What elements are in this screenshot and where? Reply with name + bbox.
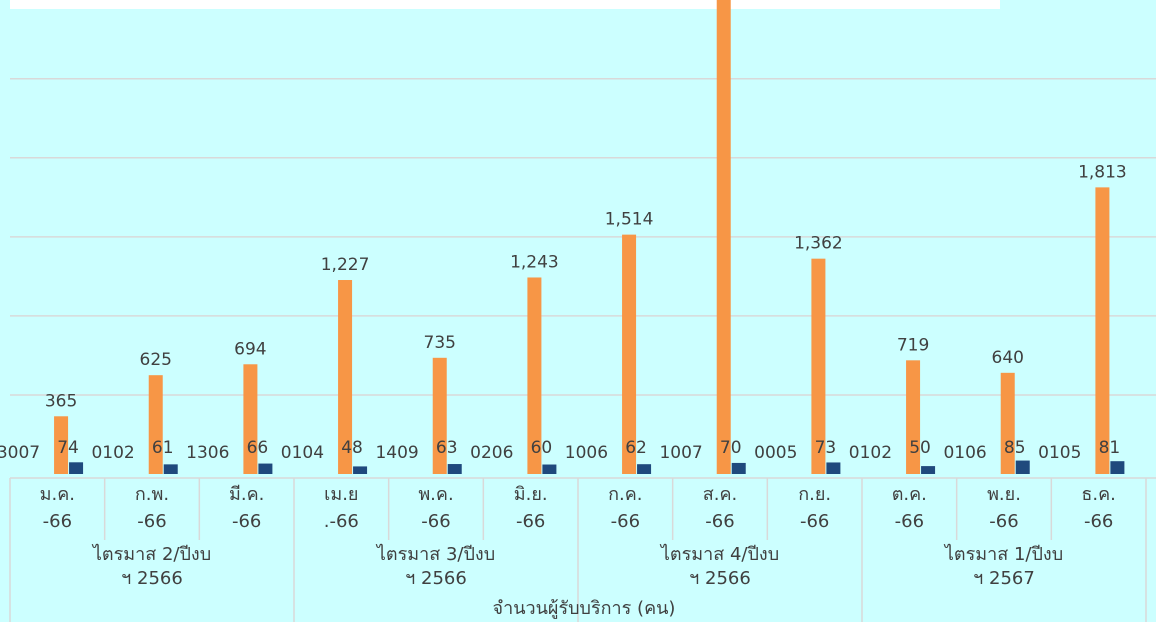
title-strip	[10, 0, 1000, 9]
bar-s1-9	[906, 360, 921, 474]
bar-s1-4	[432, 357, 447, 474]
bar-s2-8	[826, 462, 841, 474]
group-sublabel-0: ฯ 2566	[121, 568, 183, 589]
bar-s1-0	[54, 416, 69, 474]
data-label-s0-8: 0005	[754, 443, 797, 463]
category-sublabel-8: -66	[800, 511, 829, 532]
category-sublabel-5: -66	[516, 511, 545, 532]
group-label-3: ไตรมาส 1/ปีงบ	[943, 543, 1063, 565]
gridlines	[10, 78, 1156, 396]
bar-s2-0	[69, 462, 84, 474]
category-label-5: มิ.ย.	[514, 484, 548, 505]
group-sublabel-2: ฯ 2566	[689, 568, 751, 589]
data-label-s2-9: 50	[909, 438, 931, 458]
data-label-s0-1: 0102	[91, 443, 134, 463]
data-label-s1-3: 1,227	[321, 255, 370, 275]
data-label-s0-9: 0102	[849, 443, 892, 463]
data-label-s1-4: 735	[424, 333, 456, 353]
bars-layer	[54, 0, 1125, 475]
data-label-s2-5: 60	[531, 438, 553, 458]
bar-s2-5	[542, 464, 557, 474]
bar-s1-3	[338, 280, 353, 474]
data-label-s1-2: 694	[234, 339, 266, 359]
data-labels-layer: 3007 365 74 0102 625 61 1306 694 66 0104 1,227 48 14…	[0, 162, 1127, 463]
data-label-s1-10: 640	[992, 348, 1024, 368]
data-label-s0-10: 0106	[943, 443, 986, 463]
category-axis: ม.ค. -66 ก.พ. -66 มี.ค. -66 เม.ย .-66 พ.ค. -66 มิ.…	[9, 477, 1156, 622]
category-sublabel-4: -66	[421, 511, 450, 532]
category-label-9: ต.ค.	[892, 484, 927, 505]
bar-s2-4	[447, 464, 462, 474]
category-label-10: พ.ย.	[987, 484, 1021, 505]
category-sublabel-0: -66	[43, 511, 72, 532]
data-label-s2-4: 63	[436, 438, 458, 458]
category-sublabel-6: -66	[611, 511, 640, 532]
group-label-2: ไตรมาส 4/ปีงบ	[659, 543, 779, 565]
data-label-s2-6: 62	[625, 438, 647, 458]
data-label-s2-0: 74	[57, 438, 79, 458]
data-label-s1-5: 1,243	[510, 252, 559, 272]
data-label-s1-6: 1,514	[605, 210, 654, 230]
bar-s2-10	[1015, 460, 1030, 474]
category-label-1: ก.พ.	[135, 484, 169, 505]
category-sublabel-1: -66	[137, 511, 166, 532]
data-label-s0-0: 3007	[0, 443, 40, 463]
group-label-1: ไตรมาส 3/ปีงบ	[375, 543, 495, 565]
data-label-s0-5: 0206	[470, 443, 513, 463]
bar-s2-9	[921, 466, 936, 474]
data-label-s0-4: 1409	[375, 443, 418, 463]
data-label-s2-8: 73	[815, 438, 837, 458]
category-sublabel-7: -66	[705, 511, 734, 532]
data-label-s1-8: 1,362	[794, 234, 843, 254]
data-label-s2-7: 70	[720, 438, 742, 458]
data-label-s2-1: 61	[152, 438, 174, 458]
data-label-s2-11: 81	[1099, 438, 1121, 458]
data-label-s0-7: 1007	[659, 443, 702, 463]
category-sublabel-3: .-66	[324, 511, 359, 532]
category-label-3: เม.ย	[324, 484, 358, 505]
category-sublabel-9: -66	[895, 511, 924, 532]
bar-s2-7	[731, 462, 746, 474]
x-axis-title: จำนวนผู้รับบริการ (คน)	[493, 598, 676, 619]
group-label-0: ไตรมาส 2/ปีงบ	[91, 543, 211, 565]
data-label-s0-3: 0104	[281, 443, 324, 463]
data-label-s1-9: 719	[897, 335, 929, 355]
data-label-s0-2: 1306	[186, 443, 229, 463]
data-label-s0-11: 0105	[1038, 443, 1081, 463]
bar-s1-2	[243, 364, 258, 474]
bar-s1-1	[148, 375, 163, 474]
data-label-s1-0: 365	[45, 391, 77, 411]
bar-s1-10	[1000, 372, 1015, 474]
data-label-s1-1: 625	[140, 350, 172, 370]
bar-s2-2	[258, 463, 273, 474]
bar-s1-6	[622, 234, 637, 474]
category-label-11: ธ.ค.	[1081, 484, 1115, 505]
category-label-6: ก.ค.	[608, 484, 642, 505]
category-sublabel-10: -66	[989, 511, 1018, 532]
bar-s2-11	[1110, 461, 1125, 474]
category-sublabel-2: -66	[232, 511, 261, 532]
data-label-s2-10: 85	[1004, 438, 1026, 458]
bar-s2-3	[353, 466, 368, 474]
bar-s1-5	[527, 277, 542, 474]
bar-s2-6	[637, 464, 652, 474]
category-sublabel-11: -66	[1084, 511, 1113, 532]
category-label-4: พ.ค.	[418, 484, 453, 505]
category-label-7: ส.ค.	[703, 484, 737, 505]
bar-s1-7	[716, 0, 731, 474]
bar-s2-1	[163, 464, 178, 474]
category-label-0: ม.ค.	[40, 484, 75, 505]
data-label-s1-11: 1,813	[1078, 162, 1127, 182]
category-label-2: มี.ค.	[229, 484, 264, 505]
data-label-s2-2: 66	[247, 438, 269, 458]
category-label-8: ก.ย.	[798, 484, 831, 505]
data-label-s2-3: 48	[341, 438, 363, 458]
group-sublabel-1: ฯ 2566	[405, 568, 467, 589]
group-sublabel-3: ฯ 2567	[973, 568, 1035, 589]
data-label-s0-6: 1006	[565, 443, 608, 463]
bar-s1-8	[811, 258, 826, 474]
bar-s1-11	[1095, 187, 1110, 475]
